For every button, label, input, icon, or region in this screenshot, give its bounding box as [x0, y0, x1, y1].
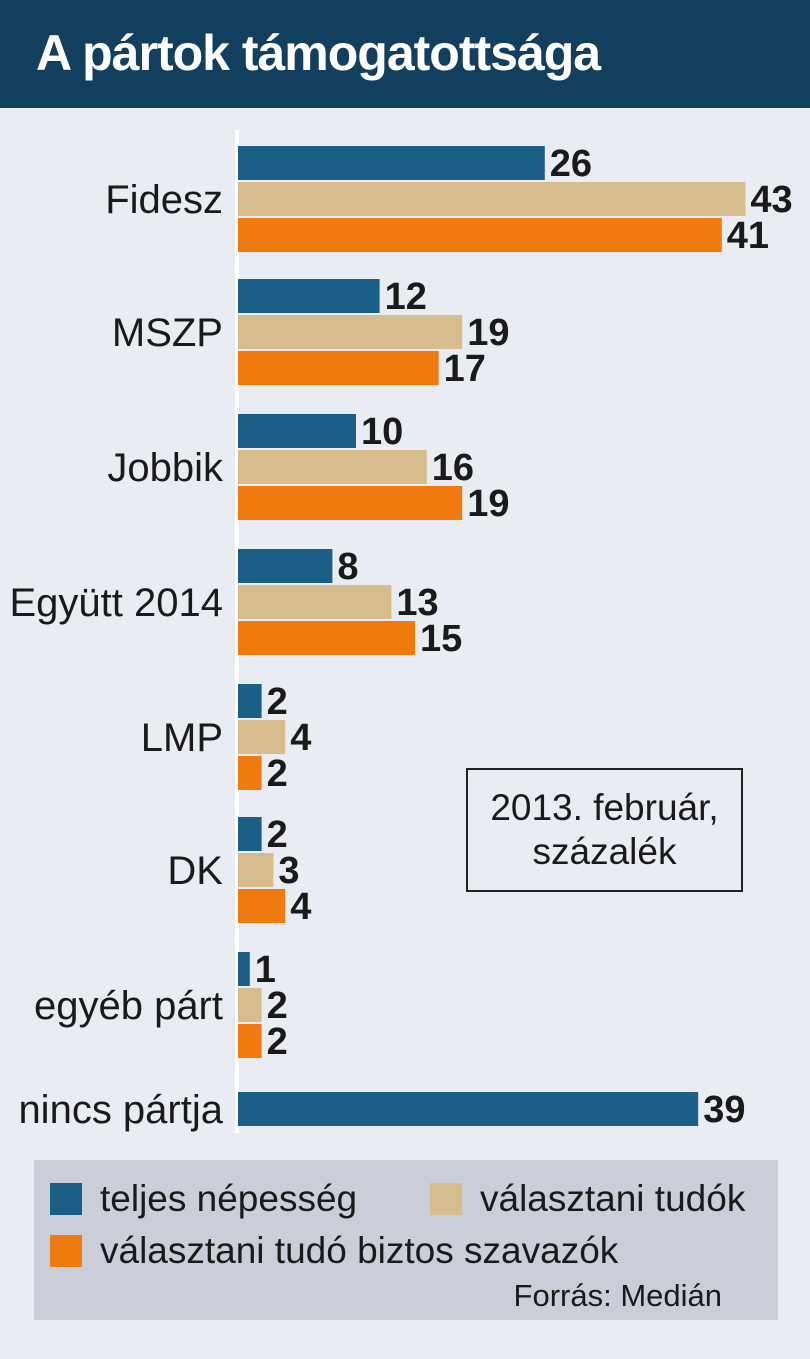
- data-label: 41: [727, 215, 769, 257]
- legend-item-teljes-nepesseg: teljes népesség: [50, 1178, 357, 1220]
- bar: [238, 414, 356, 448]
- bar: [238, 988, 262, 1022]
- legend-label: választani tudók: [480, 1178, 746, 1219]
- bar: [238, 621, 415, 655]
- data-label: 2: [267, 681, 288, 723]
- category-label: nincs pártja: [18, 1088, 223, 1132]
- bar: [238, 585, 392, 619]
- category-label: DK: [167, 849, 223, 893]
- data-label: 4: [290, 717, 311, 759]
- data-label: 2: [267, 814, 288, 856]
- chart-header: A pártok támogatottsága: [0, 0, 810, 108]
- bar: [238, 684, 262, 718]
- bar: [238, 889, 286, 923]
- data-label: 19: [467, 483, 509, 525]
- data-label: 26: [550, 143, 592, 185]
- legend-swatch: [50, 1183, 82, 1215]
- legend-swatch: [50, 1235, 82, 1267]
- data-label: 2: [267, 985, 288, 1027]
- data-label: 39: [703, 1089, 745, 1131]
- legend-label: teljes népesség: [100, 1178, 358, 1219]
- data-label: 2: [267, 753, 288, 795]
- bar: [238, 146, 545, 180]
- data-label: 2: [267, 1021, 288, 1063]
- legend-swatch: [430, 1183, 462, 1215]
- bar: [238, 952, 250, 986]
- bar: [238, 853, 274, 887]
- bar: [238, 315, 463, 349]
- data-label: 13: [396, 582, 438, 624]
- data-label: 4: [290, 886, 311, 928]
- bar: [238, 756, 262, 790]
- bar-chart: Fidesz264341MSZP121917Jobbik101619Együtt…: [10, 130, 793, 1133]
- data-label: 19: [467, 312, 509, 354]
- data-label: 17: [444, 348, 486, 390]
- data-label: 8: [337, 546, 358, 588]
- category-label: Együtt 2014: [10, 581, 224, 625]
- category-label: MSZP: [112, 311, 223, 355]
- chart-title: A pártok támogatottsága: [36, 25, 601, 81]
- legend-item-biztos-szavazok: választani tudó biztos szavazók: [50, 1230, 618, 1272]
- data-label: 10: [361, 411, 403, 453]
- data-label: 15: [420, 618, 462, 660]
- category-label: LMP: [141, 716, 223, 760]
- category-label: Jobbik: [107, 446, 224, 490]
- bar: [238, 817, 262, 851]
- source-label: Forrás: Medián: [513, 1278, 722, 1313]
- bar: [238, 549, 333, 583]
- date-unit-note: 2013. február, százalék: [466, 768, 743, 892]
- legend: teljes népesség választani tudók választ…: [34, 1160, 778, 1320]
- bar: [238, 182, 746, 216]
- bar: [238, 218, 722, 252]
- legend-item-valasztani-tudok: választani tudók: [430, 1178, 745, 1220]
- bar: [238, 486, 463, 520]
- data-label: 43: [750, 179, 792, 221]
- data-label: 3: [278, 850, 299, 892]
- data-label: 16: [432, 447, 474, 489]
- bar: [238, 279, 380, 313]
- category-label: egyéb párt: [34, 984, 223, 1028]
- bar: [238, 351, 439, 385]
- bar: [238, 1024, 262, 1058]
- category-label: Fidesz: [105, 178, 223, 222]
- data-label: 1: [255, 949, 276, 991]
- bar: [238, 720, 286, 754]
- bar: [238, 450, 427, 484]
- note-unit: százalék: [532, 831, 677, 872]
- note-date: 2013. február,: [490, 787, 719, 828]
- bar: [238, 1092, 699, 1126]
- legend-label: választani tudó biztos szavazók: [100, 1230, 619, 1271]
- data-label: 12: [385, 276, 427, 318]
